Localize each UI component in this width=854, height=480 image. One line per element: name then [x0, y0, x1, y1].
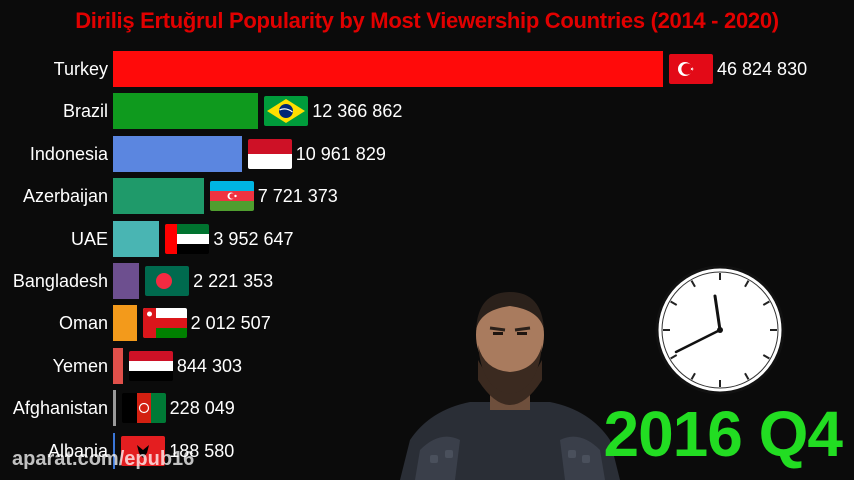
bangladesh-flag-icon [145, 266, 190, 296]
brazil-flag-icon [264, 96, 309, 127]
value-label: 2 012 507 [190, 313, 271, 334]
category-label: Afghanistan [12, 398, 108, 419]
value-label: 10 961 829 [295, 143, 386, 164]
value-label: 7 721 373 [257, 186, 338, 207]
warrior-portrait-icon [400, 292, 620, 480]
value-label: 3 952 647 [213, 228, 294, 249]
turkey-flag-icon [669, 54, 713, 84]
albania-flag-icon [121, 435, 166, 466]
category-label: Brazil [62, 101, 108, 122]
bar [113, 390, 116, 427]
afghanistan-flag-icon [121, 393, 166, 424]
uae-flag-icon [165, 223, 210, 254]
value-label: 844 303 [176, 355, 242, 376]
value-label: 188 580 [169, 440, 235, 461]
category-label: Turkey [53, 59, 108, 79]
yemen-flag-icon [128, 350, 173, 381]
period-label: 2016 Q4 [603, 398, 843, 470]
bar [113, 135, 242, 172]
clock-icon [655, 265, 785, 395]
category-label: Azerbaijan [22, 186, 108, 207]
bar [113, 178, 204, 215]
bar [113, 305, 137, 342]
category-label: Yemen [52, 355, 108, 376]
watermark: aparat.com/epub16 [12, 448, 195, 470]
bar [113, 93, 259, 130]
value-label: 228 049 [169, 398, 235, 419]
oman-flag-icon [142, 308, 187, 339]
indonesia-flag-icon [247, 138, 292, 169]
category-label: Bangladesh [12, 271, 108, 291]
category-label: Albania [47, 440, 108, 461]
azerbaijan-flag-icon [209, 181, 254, 212]
bar [113, 51, 663, 87]
category-label: Indonesia [29, 143, 108, 164]
category-label: UAE [70, 228, 108, 249]
value-label: 2 221 353 [193, 271, 274, 291]
value-label: 12 366 862 [312, 101, 403, 122]
bar [113, 263, 140, 299]
chart-title: Diriliş Ertuğrul Popularity by Most View… [75, 8, 779, 33]
bar [113, 432, 116, 469]
bar [113, 220, 160, 257]
category-label: Oman [58, 313, 108, 334]
value-label: 46 824 830 [717, 59, 808, 79]
bar [113, 347, 123, 384]
